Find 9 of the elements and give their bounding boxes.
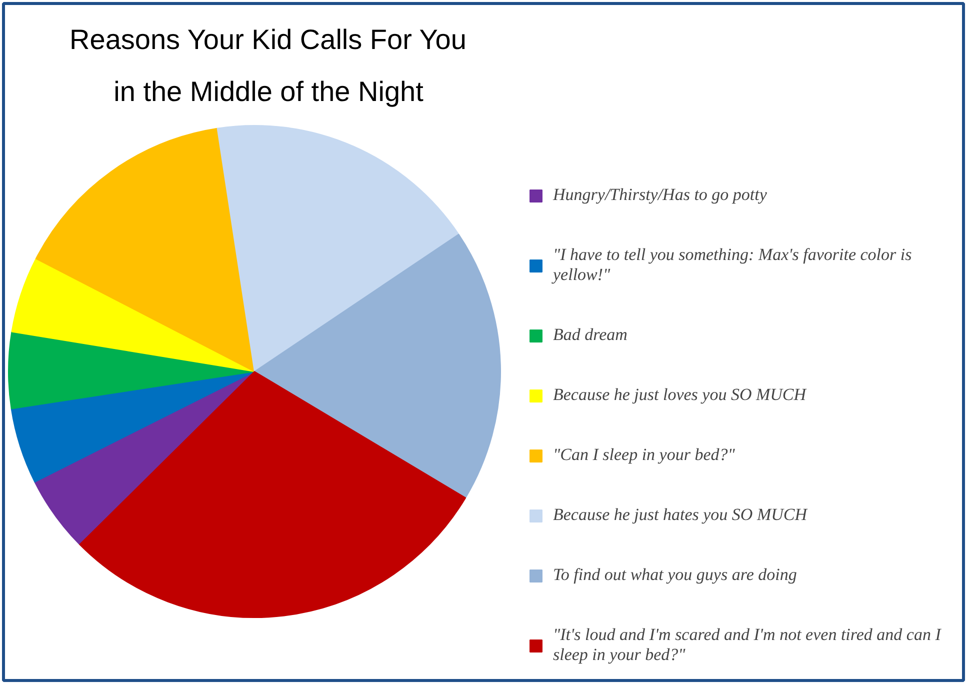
legend-label: Bad dream bbox=[553, 325, 628, 345]
legend-label: Because he just hates you SO MUCH bbox=[553, 505, 808, 525]
legend-label: To find out what you guys are doing bbox=[553, 565, 797, 585]
legend-label: Because he just loves you SO MUCH bbox=[553, 385, 806, 405]
legend-label: "Can I sleep in your bed?" bbox=[553, 445, 735, 465]
legend-label: "I have to tell you something: Max's favorite color is yellow!" bbox=[553, 245, 912, 285]
legend-label: Hungry/Thirsty/Has to go potty bbox=[553, 185, 767, 205]
chart-title: Reasons Your Kid Calls For You in the Middle of the Night bbox=[70, 24, 466, 107]
legend-label: "It's loud and I'm scared and I'm not even tired and can I sleep in your bed?" bbox=[553, 625, 941, 665]
